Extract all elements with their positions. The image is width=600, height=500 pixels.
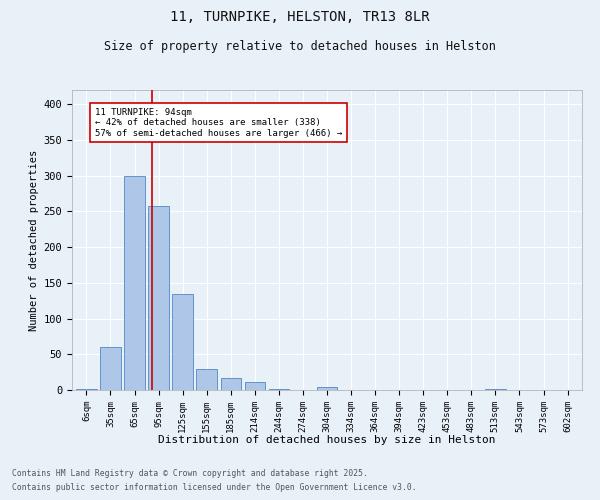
Text: 11 TURNPIKE: 94sqm
← 42% of detached houses are smaller (338)
57% of semi-detach: 11 TURNPIKE: 94sqm ← 42% of detached hou… <box>95 108 342 138</box>
Bar <box>196 368 217 390</box>
Bar <box>148 206 169 390</box>
Bar <box>124 176 145 390</box>
Bar <box>317 387 337 390</box>
Text: Distribution of detached houses by size in Helston: Distribution of detached houses by size … <box>158 435 496 445</box>
Bar <box>172 294 193 390</box>
Bar <box>76 388 97 390</box>
Text: Contains HM Land Registry data © Crown copyright and database right 2025.: Contains HM Land Registry data © Crown c… <box>12 468 368 477</box>
Bar <box>269 388 289 390</box>
Bar <box>245 382 265 390</box>
Y-axis label: Number of detached properties: Number of detached properties <box>29 150 40 330</box>
Text: Size of property relative to detached houses in Helston: Size of property relative to detached ho… <box>104 40 496 53</box>
Text: 11, TURNPIKE, HELSTON, TR13 8LR: 11, TURNPIKE, HELSTON, TR13 8LR <box>170 10 430 24</box>
Bar <box>100 347 121 390</box>
Bar <box>221 378 241 390</box>
Text: Contains public sector information licensed under the Open Government Licence v3: Contains public sector information licen… <box>12 484 416 492</box>
